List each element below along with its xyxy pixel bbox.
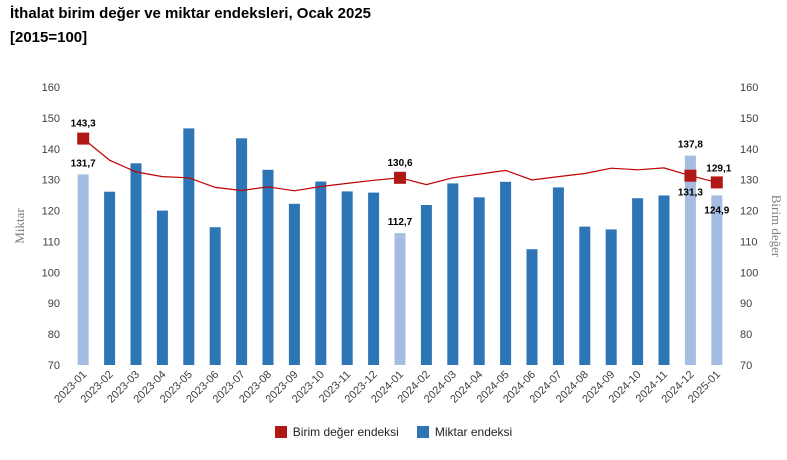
y-tick-right: 110 bbox=[740, 236, 758, 248]
bar-2023-04 bbox=[156, 210, 168, 365]
bar-2024-03 bbox=[447, 183, 459, 365]
bar-2023-10 bbox=[315, 181, 327, 365]
bar-2023-07 bbox=[236, 138, 248, 365]
line-label-2025-01: 129,1 bbox=[706, 163, 731, 174]
y-axis-title-right: Birim değer bbox=[769, 195, 784, 258]
chart-area: 70 80 90 100 110 120 130 140 150 160 70 80 90 100 110… bbox=[12, 82, 784, 406]
y-axis-title-left: Miktar bbox=[12, 208, 27, 244]
line-label-2023-01: 143,3 bbox=[71, 119, 96, 130]
y-tick-right: 140 bbox=[740, 144, 758, 156]
y-tick-left: 100 bbox=[42, 267, 60, 279]
right-y-axis: 70 80 90 100 110 120 130 140 150 160 bbox=[740, 82, 758, 372]
bar-2024-08 bbox=[579, 226, 591, 365]
bar-series bbox=[77, 128, 723, 365]
y-tick-right: 120 bbox=[740, 206, 758, 218]
line-marker-2025-01 bbox=[710, 176, 723, 189]
bar-label-2024-12: 137,8 bbox=[678, 140, 703, 151]
bar-label-2023-01: 131,7 bbox=[71, 158, 96, 169]
line-marker-2024-01 bbox=[394, 171, 406, 184]
bar-2024-05 bbox=[500, 181, 512, 365]
line-marker-2024-12 bbox=[684, 169, 697, 182]
left-y-axis: 70 80 90 100 110 120 130 140 150 160 bbox=[42, 82, 60, 372]
y-tick-left: 130 bbox=[42, 175, 60, 187]
bar-2023-08 bbox=[262, 169, 274, 365]
legend-swatch-miktar bbox=[416, 426, 429, 438]
line-label-2024-12: 131,3 bbox=[678, 188, 703, 199]
bar-2023-09 bbox=[288, 203, 300, 365]
y-tick-left: 90 bbox=[48, 298, 60, 310]
bar-2024-10 bbox=[632, 198, 644, 365]
bar-2024-02 bbox=[420, 205, 432, 365]
bar-2023-12 bbox=[368, 192, 380, 365]
bar-2024-12 bbox=[684, 155, 696, 365]
bar-2025-01 bbox=[711, 195, 723, 365]
y-tick-right: 80 bbox=[740, 329, 752, 341]
legend: Birim değer endeksi Miktar endeksi bbox=[0, 425, 787, 439]
y-tick-right: 160 bbox=[740, 82, 758, 94]
legend-item-miktar: Miktar endeksi bbox=[416, 425, 513, 439]
y-tick-left: 70 bbox=[48, 360, 60, 372]
y-tick-right: 100 bbox=[740, 267, 758, 279]
bar-2023-01 bbox=[77, 174, 89, 365]
y-tick-right: 90 bbox=[740, 298, 752, 310]
bar-2024-01 bbox=[394, 233, 406, 365]
bar-2024-04 bbox=[473, 197, 485, 365]
chart-subtitle: [2015=100] bbox=[10, 29, 88, 46]
bar-2024-07 bbox=[552, 187, 564, 365]
legend-label-miktar: Miktar endeksi bbox=[434, 425, 513, 439]
line-series bbox=[77, 132, 723, 192]
x-axis: 2023-012023-022023-032023-042023-052023-… bbox=[52, 369, 723, 406]
legend-label-birim-deger: Birim değer endeksi bbox=[292, 425, 399, 439]
y-tick-right: 130 bbox=[740, 175, 758, 187]
bar-2024-06 bbox=[526, 249, 538, 365]
y-tick-left: 160 bbox=[42, 82, 60, 94]
bar-2023-11 bbox=[341, 191, 353, 365]
y-tick-left: 110 bbox=[42, 236, 60, 248]
legend-item-birim-deger: Birim değer endeksi bbox=[274, 425, 399, 439]
chart-title: İthalat birim değer ve miktar endeksleri… bbox=[10, 5, 372, 22]
data-labels: 131,7 112,7 137,8 124,9 143,3 130,6 131,3 129,1 bbox=[71, 119, 732, 229]
bar-2024-11 bbox=[658, 195, 670, 365]
y-tick-left: 150 bbox=[42, 113, 60, 125]
bar-2023-05 bbox=[183, 128, 195, 365]
y-tick-right: 70 bbox=[740, 360, 752, 372]
y-tick-left: 120 bbox=[42, 206, 60, 218]
bar-label-2024-01: 112,7 bbox=[388, 217, 413, 228]
line-marker-2023-01 bbox=[77, 132, 90, 145]
bar-2023-06 bbox=[209, 227, 221, 365]
legend-swatch-birim-deger bbox=[274, 426, 287, 438]
bar-2024-09 bbox=[605, 229, 617, 365]
line-label-2024-01: 130,6 bbox=[387, 158, 412, 169]
bar-2023-02 bbox=[104, 191, 116, 365]
y-tick-left: 80 bbox=[48, 329, 60, 341]
y-tick-left: 140 bbox=[42, 144, 60, 156]
bar-label-2025-01: 124,9 bbox=[704, 205, 729, 216]
bar-2023-03 bbox=[130, 163, 142, 365]
y-tick-right: 150 bbox=[740, 113, 758, 125]
